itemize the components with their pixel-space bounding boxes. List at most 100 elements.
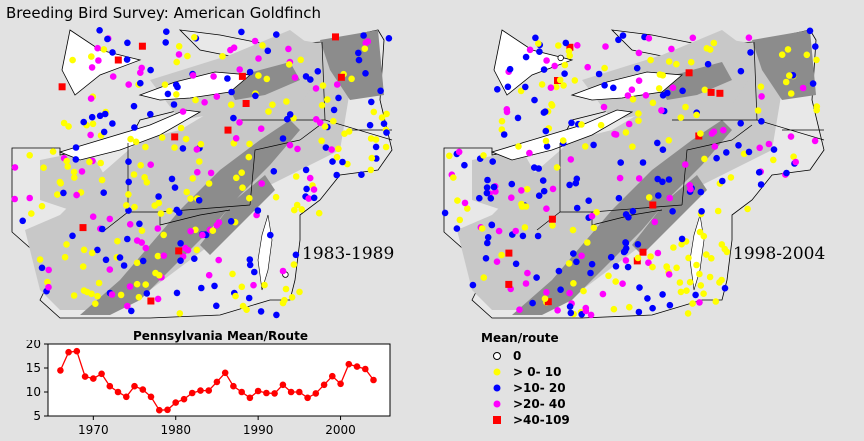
route-point: [130, 171, 138, 178]
route-point: [659, 291, 666, 298]
route-point: [659, 72, 667, 79]
route-point: [685, 69, 693, 77]
route-point: [758, 93, 765, 100]
route-point: [584, 63, 591, 71]
route-point: [377, 87, 384, 95]
route-point: [64, 163, 71, 170]
route-point: [137, 162, 144, 169]
route-point: [123, 202, 130, 209]
route-point: [483, 189, 491, 197]
legend-item: > 0- 10: [481, 364, 570, 380]
route-point: [102, 256, 110, 264]
route-point: [682, 161, 689, 168]
route-point: [446, 152, 453, 160]
route-point: [570, 250, 577, 257]
route-point: [49, 148, 57, 155]
route-point: [272, 193, 280, 201]
route-point: [89, 213, 97, 220]
route-point: [378, 114, 386, 121]
route-point: [561, 70, 568, 77]
route-point: [297, 56, 305, 64]
route-point: [109, 73, 117, 80]
route-point: [533, 274, 540, 281]
route-point: [293, 201, 301, 209]
legend-symbol-open-circle: [493, 352, 501, 360]
route-point: [706, 46, 714, 53]
route-point: [783, 169, 790, 177]
route-point: [69, 232, 76, 240]
lake-ontario: [570, 71, 683, 101]
route-point: [292, 251, 300, 259]
route-point: [100, 128, 108, 136]
route-point: [635, 110, 642, 117]
route-point: [790, 153, 797, 160]
route-point: [635, 77, 643, 84]
data-point: [114, 388, 122, 396]
route-point: [69, 56, 76, 64]
route-point: [370, 108, 378, 116]
route-point: [484, 234, 492, 241]
route-point: [721, 284, 729, 292]
route-point: [154, 225, 162, 232]
route-point: [382, 143, 390, 151]
route-point: [380, 120, 388, 127]
route-point: [655, 192, 662, 199]
legend-item: >40-109: [481, 412, 570, 428]
route-point: [246, 140, 253, 148]
route-point: [622, 129, 630, 136]
route-point: [562, 39, 570, 47]
route-point: [100, 189, 107, 196]
x-tick-label: 1980: [160, 423, 191, 437]
route-point: [209, 227, 217, 234]
route-point: [232, 135, 240, 142]
route-point: [337, 73, 345, 81]
route-point: [523, 185, 531, 193]
data-point: [312, 390, 320, 397]
route-point: [114, 56, 122, 64]
route-point: [696, 299, 703, 306]
route-point: [534, 232, 542, 240]
route-point: [634, 254, 642, 262]
route-point: [519, 232, 527, 240]
data-point: [205, 387, 212, 394]
route-point: [689, 300, 696, 307]
route-point: [685, 254, 692, 262]
route-point: [197, 140, 205, 148]
route-point: [133, 259, 141, 267]
route-point: [508, 180, 516, 188]
route-point: [238, 28, 245, 36]
route-point: [175, 51, 183, 58]
route-point: [141, 174, 148, 181]
route-point: [531, 96, 538, 104]
route-point: [286, 141, 294, 149]
route-point: [101, 110, 109, 118]
route-point: [246, 194, 253, 202]
data-point: [362, 365, 369, 373]
map-1998-2004: [441, 27, 825, 319]
route-point: [659, 146, 667, 153]
route-point: [189, 72, 197, 79]
route-point: [125, 81, 132, 88]
route-point: [453, 225, 461, 232]
route-point: [487, 195, 495, 202]
route-point: [245, 294, 253, 302]
route-point: [100, 46, 108, 53]
route-point: [737, 120, 744, 127]
route-point: [80, 287, 88, 294]
route-point: [654, 249, 662, 257]
route-point: [541, 108, 549, 115]
route-point: [622, 239, 629, 246]
route-point: [183, 188, 190, 196]
route-point: [595, 70, 603, 78]
route-point: [514, 114, 522, 122]
route-point: [708, 130, 716, 137]
route-point: [117, 291, 125, 299]
route-point: [489, 158, 496, 165]
route-point: [335, 94, 342, 102]
route-point: [330, 106, 338, 114]
route-point: [778, 51, 786, 58]
route-point: [264, 47, 272, 55]
route-point: [63, 241, 70, 248]
route-point: [166, 207, 173, 215]
route-point: [573, 175, 581, 183]
